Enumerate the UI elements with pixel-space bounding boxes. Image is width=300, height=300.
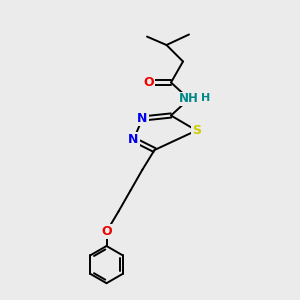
Text: NH: NH [179,92,199,106]
Text: O: O [101,225,112,238]
Text: H: H [201,93,210,103]
Text: O: O [143,76,154,89]
Text: N: N [128,133,139,146]
Text: N: N [137,112,148,125]
Text: S: S [192,124,201,137]
